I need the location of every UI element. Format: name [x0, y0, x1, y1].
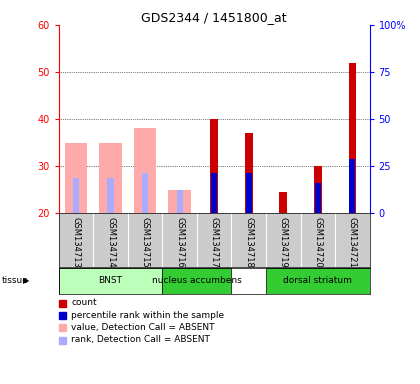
Bar	[142, 173, 148, 213]
Title: GDS2344 / 1451800_at: GDS2344 / 1451800_at	[142, 11, 287, 24]
Text: GSM134717: GSM134717	[210, 217, 219, 268]
Bar	[176, 190, 183, 213]
Text: GSM134718: GSM134718	[244, 217, 253, 268]
Bar	[245, 133, 252, 213]
Text: rank, Detection Call = ABSENT: rank, Detection Call = ABSENT	[71, 335, 210, 344]
Text: GSM134713: GSM134713	[71, 217, 81, 268]
Text: nucleus accumbens: nucleus accumbens	[152, 276, 242, 285]
Text: tissue: tissue	[2, 276, 29, 285]
Text: GSM134714: GSM134714	[106, 217, 115, 268]
Bar	[349, 63, 356, 213]
Bar	[210, 119, 218, 213]
Text: GSM134716: GSM134716	[175, 217, 184, 268]
Bar	[279, 192, 287, 213]
Bar	[246, 173, 252, 213]
Bar	[266, 268, 370, 294]
Text: dorsal striatum: dorsal striatum	[284, 276, 352, 285]
Text: value, Detection Call = ABSENT: value, Detection Call = ABSENT	[71, 323, 215, 332]
Bar	[163, 268, 231, 294]
Text: count: count	[71, 298, 97, 308]
Bar	[134, 128, 156, 213]
Text: BNST: BNST	[99, 276, 123, 285]
Bar	[73, 178, 79, 213]
Text: GSM134721: GSM134721	[348, 217, 357, 268]
Bar	[59, 268, 163, 294]
Bar	[65, 142, 87, 213]
Text: ▶: ▶	[23, 276, 29, 285]
Bar	[349, 159, 355, 213]
Text: GSM134715: GSM134715	[141, 217, 150, 268]
Bar	[168, 190, 191, 213]
Text: percentile rank within the sample: percentile rank within the sample	[71, 311, 225, 320]
Bar	[100, 142, 122, 213]
Bar	[315, 182, 321, 213]
Text: GSM134720: GSM134720	[313, 217, 322, 268]
Bar	[211, 173, 217, 213]
Bar	[108, 178, 114, 213]
Text: GSM134719: GSM134719	[279, 217, 288, 268]
Bar	[314, 166, 322, 213]
